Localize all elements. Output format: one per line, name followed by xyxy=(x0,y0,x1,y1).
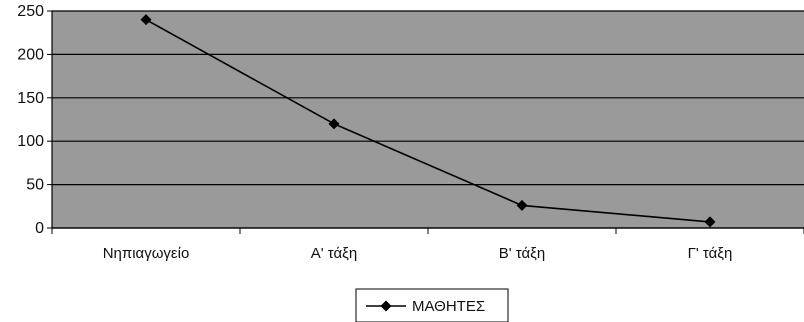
y-tick-label-50: 50 xyxy=(26,177,44,194)
series-line-0 xyxy=(145,18,711,223)
y-tick-label-250: 250 xyxy=(17,3,44,20)
y-tick-label-200: 200 xyxy=(17,46,44,63)
legend-label: ΜΑΘΗΤΕΣ xyxy=(412,298,485,315)
axes: 0 50 100 150 200 250 Νηπιαγωγείο Α' τάξη Β' τάξη… xyxy=(17,3,804,262)
x-tick-label-3: Γ' τάξη xyxy=(688,245,733,262)
legend-box xyxy=(355,288,509,322)
y-tick-label-0: 0 xyxy=(35,220,44,237)
plot-background xyxy=(52,11,804,228)
plot-area xyxy=(52,11,804,228)
data-point-2 xyxy=(516,199,528,211)
x-tick-label-1: Α' τάξη xyxy=(311,245,357,262)
series-layer xyxy=(140,14,716,228)
y-tick-label-150: 150 xyxy=(17,90,44,107)
x-tick-label-2: Β' τάξη xyxy=(499,245,545,262)
data-point-0 xyxy=(140,14,152,26)
data-point-3 xyxy=(704,216,716,228)
data-point-1 xyxy=(328,118,340,130)
legend-marker xyxy=(380,300,392,312)
legend: ΜΑΘΗΤΕΣ xyxy=(355,288,509,322)
x-tick-label-0: Νηπιαγωγείο xyxy=(103,245,190,262)
y-tick-label-100: 100 xyxy=(17,133,44,150)
